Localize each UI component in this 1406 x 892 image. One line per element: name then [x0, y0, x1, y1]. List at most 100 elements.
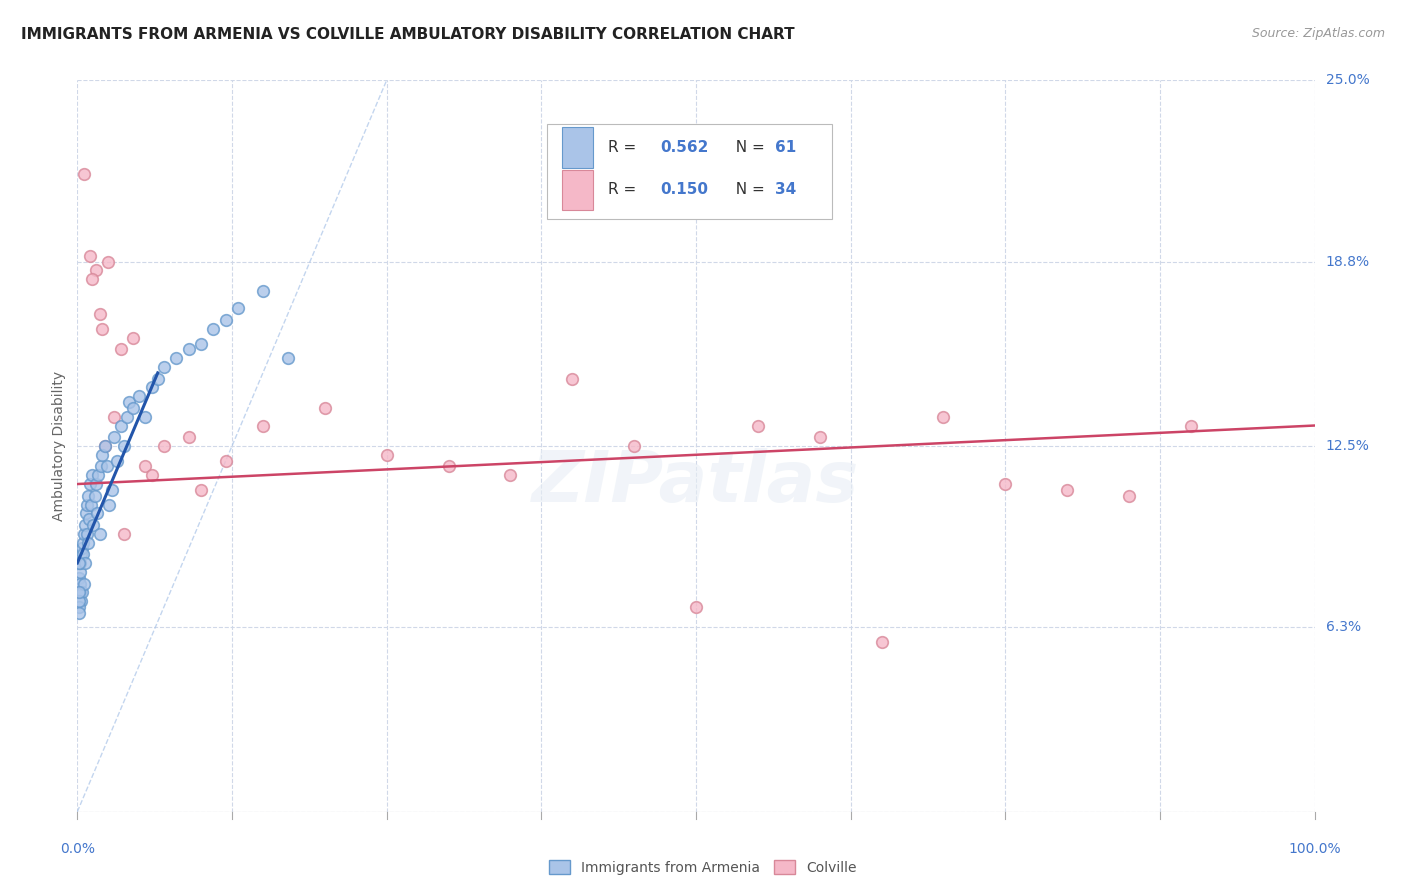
Text: 0.562: 0.562 — [659, 140, 709, 155]
Point — [112, 439, 135, 453]
Point — [73, 576, 96, 591]
Text: 0.150: 0.150 — [659, 183, 709, 197]
Point — [153, 359, 176, 374]
Point — [70, 547, 93, 561]
Point — [134, 459, 156, 474]
Point — [91, 448, 114, 462]
Point — [128, 389, 150, 403]
Point — [75, 556, 97, 570]
Point — [146, 372, 169, 386]
Text: ZIPatlas: ZIPatlas — [533, 448, 859, 517]
Point — [747, 418, 769, 433]
Point — [72, 535, 94, 549]
Text: 61: 61 — [775, 140, 796, 155]
Text: 100.0%: 100.0% — [1288, 842, 1341, 856]
Point — [314, 401, 336, 415]
Point — [72, 547, 94, 561]
Bar — [562, 169, 593, 211]
Point — [870, 635, 893, 649]
Point — [122, 331, 145, 345]
Point — [83, 489, 105, 503]
Point — [252, 418, 274, 433]
Text: N =: N = — [725, 183, 769, 197]
Point — [226, 301, 249, 316]
Y-axis label: Ambulatory Disability: Ambulatory Disability — [52, 371, 66, 521]
Point — [101, 483, 124, 497]
Point — [115, 409, 138, 424]
Text: 25.0%: 25.0% — [1326, 73, 1369, 87]
Point — [277, 351, 299, 366]
Text: 18.8%: 18.8% — [1326, 255, 1369, 268]
Point — [103, 430, 125, 444]
Point — [110, 418, 132, 433]
Point — [72, 526, 94, 541]
Point — [82, 468, 104, 483]
Point — [69, 576, 91, 591]
Legend: Immigrants from Armenia, Colville: Immigrants from Armenia, Colville — [544, 855, 862, 880]
Point — [122, 401, 145, 415]
Point — [72, 167, 94, 181]
Point — [165, 351, 187, 366]
Text: 6.3%: 6.3% — [1326, 621, 1361, 634]
Point — [177, 343, 200, 357]
Point — [86, 506, 108, 520]
Point — [82, 272, 104, 286]
Point — [141, 380, 163, 394]
Point — [75, 506, 97, 520]
Point — [69, 594, 91, 608]
Point — [82, 518, 104, 533]
Point — [499, 468, 522, 483]
Point — [69, 556, 91, 570]
Point — [67, 556, 90, 570]
Point — [87, 468, 110, 483]
Point — [623, 439, 645, 453]
FancyBboxPatch shape — [547, 124, 832, 219]
Point — [97, 254, 120, 268]
Point — [67, 585, 90, 599]
Point — [1118, 489, 1140, 503]
Point — [73, 518, 96, 533]
Point — [67, 606, 90, 620]
Text: 0.0%: 0.0% — [60, 842, 94, 856]
Point — [84, 477, 107, 491]
Point — [76, 535, 98, 549]
Point — [70, 541, 93, 556]
Point — [190, 483, 212, 497]
Text: R =: R = — [609, 183, 641, 197]
Point — [202, 322, 225, 336]
Text: Source: ZipAtlas.com: Source: ZipAtlas.com — [1251, 27, 1385, 40]
Point — [93, 439, 115, 453]
Point — [79, 477, 101, 491]
Point — [77, 512, 100, 526]
Text: IMMIGRANTS FROM ARMENIA VS COLVILLE AMBULATORY DISABILITY CORRELATION CHART: IMMIGRANTS FROM ARMENIA VS COLVILLE AMBU… — [21, 27, 794, 42]
Point — [118, 395, 141, 409]
Point — [80, 498, 103, 512]
Point — [105, 453, 128, 467]
Point — [67, 594, 90, 608]
Point — [96, 459, 118, 474]
Point — [69, 585, 91, 599]
Point — [79, 249, 101, 263]
Point — [76, 526, 98, 541]
Point — [72, 585, 94, 599]
Bar — [562, 128, 593, 168]
Point — [89, 526, 111, 541]
Text: R =: R = — [609, 140, 641, 155]
Point — [134, 409, 156, 424]
Point — [110, 343, 132, 357]
Point — [91, 322, 114, 336]
Point — [375, 448, 398, 462]
Point — [1180, 418, 1202, 433]
Point — [69, 565, 91, 579]
Point — [84, 263, 107, 277]
Point — [437, 459, 460, 474]
Point — [153, 439, 176, 453]
Point — [252, 284, 274, 298]
Text: N =: N = — [725, 140, 769, 155]
Point — [77, 489, 100, 503]
Point — [141, 468, 163, 483]
Point — [215, 313, 238, 327]
Point — [112, 526, 135, 541]
Point — [67, 571, 90, 585]
Point — [67, 599, 90, 614]
